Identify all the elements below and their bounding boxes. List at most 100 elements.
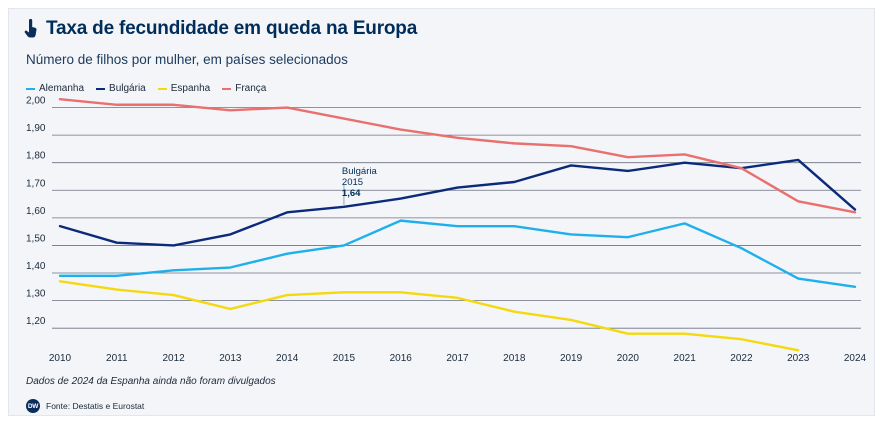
data-point-bulgaria-2013 — [229, 233, 232, 236]
x-tick-label: 2022 — [730, 353, 753, 364]
data-point-bulgaria-2015 — [342, 205, 345, 208]
y-tick-label: 1,30 — [26, 289, 46, 300]
data-point-espanha-2012 — [172, 294, 175, 297]
data-point-bulgaria-2012 — [172, 244, 175, 247]
data-point-espanha-2016 — [399, 291, 402, 294]
data-point-bulgaria-2016 — [399, 197, 402, 200]
legend-swatch — [96, 87, 106, 90]
series-line-alemanha — [58, 219, 857, 289]
annotation-text: Bulgária — [342, 166, 378, 177]
data-point-alemanha-2016 — [399, 219, 402, 222]
data-point-franca-2015 — [342, 117, 345, 120]
data-point-espanha-2020 — [626, 332, 629, 335]
series-line-bulgaria — [58, 158, 857, 247]
data-point-bulgaria-2020 — [626, 169, 629, 172]
data-point-alemanha-2013 — [229, 266, 232, 269]
data-point-franca-2021 — [683, 153, 686, 156]
x-tick-label: 2017 — [446, 353, 469, 364]
x-tick-label: 2024 — [844, 353, 867, 364]
data-point-franca-2020 — [626, 156, 629, 159]
data-point-bulgaria-2010 — [58, 225, 61, 228]
x-tick-label: 2020 — [617, 353, 640, 364]
data-point-espanha-2014 — [286, 294, 289, 297]
y-tick-label: 1,60 — [26, 206, 46, 217]
data-point-alemanha-2024 — [853, 285, 856, 288]
x-tick-label: 2016 — [390, 353, 413, 364]
data-point-franca-2023 — [797, 200, 800, 203]
gridlines — [52, 107, 861, 329]
data-point-bulgaria-2017 — [456, 186, 459, 189]
legend-item-bulgaria: Bulgária — [96, 83, 146, 94]
data-point-alemanha-2019 — [569, 233, 572, 236]
data-point-franca-2024 — [853, 211, 856, 214]
legend-swatch — [157, 87, 167, 90]
legend-label: Bulgária — [109, 83, 146, 94]
legend-label: Alemanha — [39, 83, 85, 94]
y-tick-label: 1,40 — [26, 261, 46, 272]
data-point-bulgaria-2018 — [513, 180, 516, 183]
x-tick-label: 2010 — [49, 353, 72, 364]
x-axis-ticks: 2010 2011 2012 2013 2014 2015 2016 2017 2018 2019… — [49, 353, 867, 364]
legend-item-franca: França — [222, 83, 266, 94]
data-point-alemanha-2015 — [342, 244, 345, 247]
source-text: Fonte: Destatis e Eurostat — [46, 401, 145, 411]
data-point-franca-2022 — [740, 167, 743, 170]
data-point-alemanha-2020 — [626, 236, 629, 239]
annotation-text: 1,64 — [342, 188, 361, 199]
data-point-espanha-2021 — [683, 332, 686, 335]
chart-subtitle: Número de filhos por mulher, em países s… — [26, 52, 348, 67]
y-tick-label: 1,70 — [26, 178, 46, 189]
y-tick-label: 1,90 — [26, 123, 46, 134]
data-point-alemanha-2022 — [740, 247, 743, 250]
data-point-espanha-2023 — [797, 349, 800, 352]
data-point-bulgaria-2014 — [286, 211, 289, 214]
x-tick-label: 2014 — [276, 353, 299, 364]
title-row: Taxa de fecundidade em queda na Europa — [24, 18, 417, 40]
legend-item-espanha: Espanha — [157, 83, 210, 94]
data-point-franca-2013 — [229, 109, 232, 112]
data-point-alemanha-2018 — [513, 225, 516, 228]
data-point-franca-2016 — [399, 128, 402, 131]
legend: Alemanha Bulgária Espanha França — [26, 83, 266, 94]
data-point-alemanha-2010 — [58, 274, 61, 277]
y-tick-label: 1,50 — [26, 233, 46, 244]
x-tick-label: 2023 — [787, 353, 810, 364]
data-point-espanha-2019 — [569, 318, 572, 321]
y-tick-label: 1,80 — [26, 151, 46, 162]
data-point-espanha-2018 — [513, 310, 516, 313]
x-tick-label: 2013 — [219, 353, 242, 364]
x-tick-label: 2021 — [674, 353, 697, 364]
data-point-bulgaria-2024 — [853, 208, 856, 211]
data-point-franca-2018 — [513, 142, 516, 145]
data-point-espanha-2013 — [229, 307, 232, 310]
data-point-alemanha-2017 — [456, 225, 459, 228]
data-point-franca-2019 — [569, 145, 572, 148]
pointer-hand-icon — [24, 19, 37, 38]
data-point-bulgaria-2021 — [683, 161, 686, 164]
legend-swatch — [222, 87, 232, 90]
data-point-alemanha-2012 — [172, 269, 175, 272]
x-tick-label: 2015 — [333, 353, 356, 364]
data-point-alemanha-2021 — [683, 222, 686, 225]
data-point-franca-2014 — [286, 106, 289, 109]
data-point-bulgaria-2019 — [569, 164, 572, 167]
series-lines — [58, 98, 857, 352]
data-point-franca-2012 — [172, 103, 175, 106]
x-tick-label: 2011 — [106, 353, 128, 364]
data-point-espanha-2011 — [115, 288, 118, 291]
source-row: DW Fonte: Destatis e Eurostat — [26, 399, 144, 413]
chart-card — [8, 8, 875, 416]
y-axis-ticks: 1,20 1,30 1,40 1,50 1,60 1,70 1,80 1,90 2,00 — [26, 96, 46, 328]
x-tick-label: 2012 — [162, 353, 185, 364]
data-point-bulgaria-2023 — [797, 158, 800, 161]
data-point-espanha-2010 — [58, 280, 61, 283]
y-tick-label: 1,20 — [26, 316, 46, 327]
x-tick-label: 2018 — [503, 353, 526, 364]
data-point-espanha-2022 — [740, 338, 743, 341]
data-point-alemanha-2011 — [115, 274, 118, 277]
annotation-text: 2015 — [342, 177, 363, 188]
footnote: Dados de 2024 da Espanha ainda não foram… — [26, 376, 276, 387]
y-tick-label: 2,00 — [26, 96, 46, 107]
